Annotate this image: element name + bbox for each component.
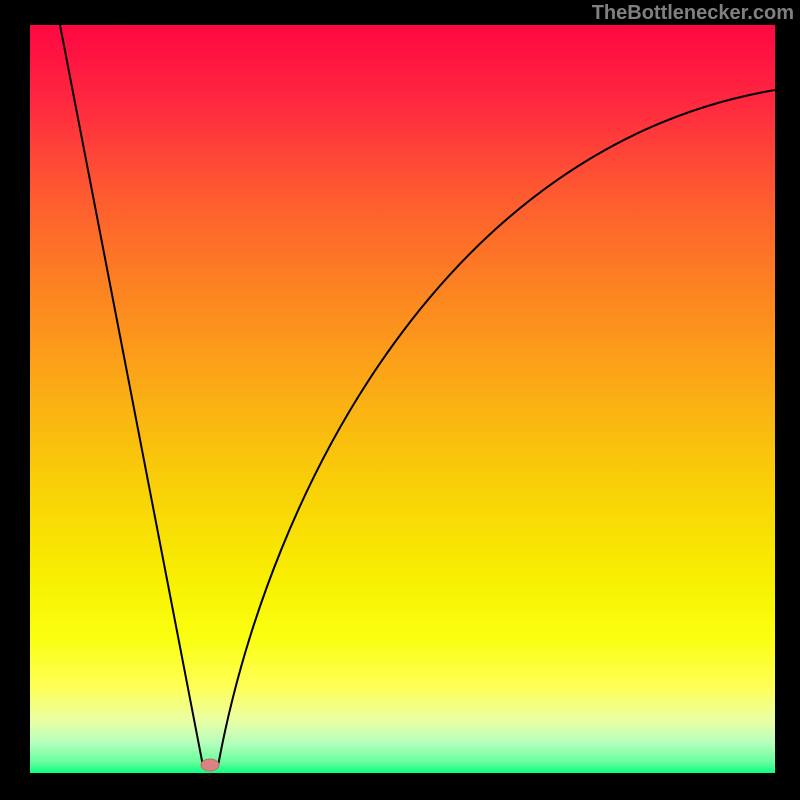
gradient-background [30, 25, 775, 773]
plot-area [30, 25, 775, 773]
optimal-point-marker [201, 759, 219, 771]
chart-svg [30, 25, 775, 773]
chart-container: TheBottlenecker.com [0, 0, 800, 800]
watermark-text: TheBottlenecker.com [592, 2, 794, 25]
